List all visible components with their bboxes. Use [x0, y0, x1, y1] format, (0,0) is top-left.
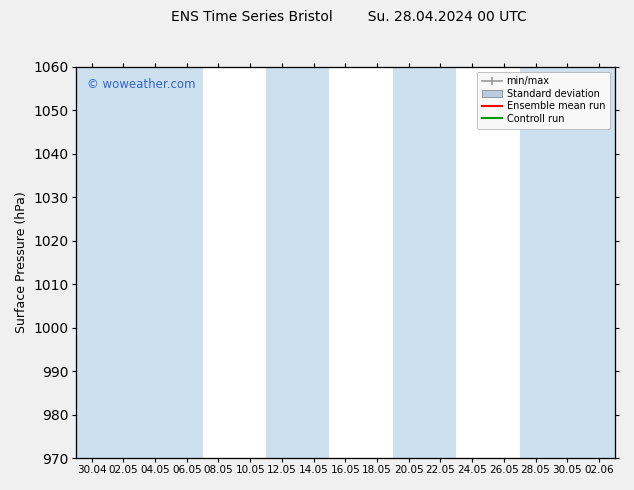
Bar: [266, 67, 330, 458]
Text: © woweather.com: © woweather.com: [86, 78, 195, 92]
Bar: [75, 67, 139, 458]
Text: ENS Time Series Bristol        Su. 28.04.2024 00 UTC: ENS Time Series Bristol Su. 28.04.2024 0…: [171, 10, 527, 24]
Bar: [139, 67, 203, 458]
Legend: min/max, Standard deviation, Ensemble mean run, Controll run: min/max, Standard deviation, Ensemble me…: [477, 72, 610, 128]
Bar: [583, 67, 631, 458]
Bar: [393, 67, 456, 458]
Bar: [520, 67, 583, 458]
Y-axis label: Surface Pressure (hPa): Surface Pressure (hPa): [15, 192, 28, 333]
